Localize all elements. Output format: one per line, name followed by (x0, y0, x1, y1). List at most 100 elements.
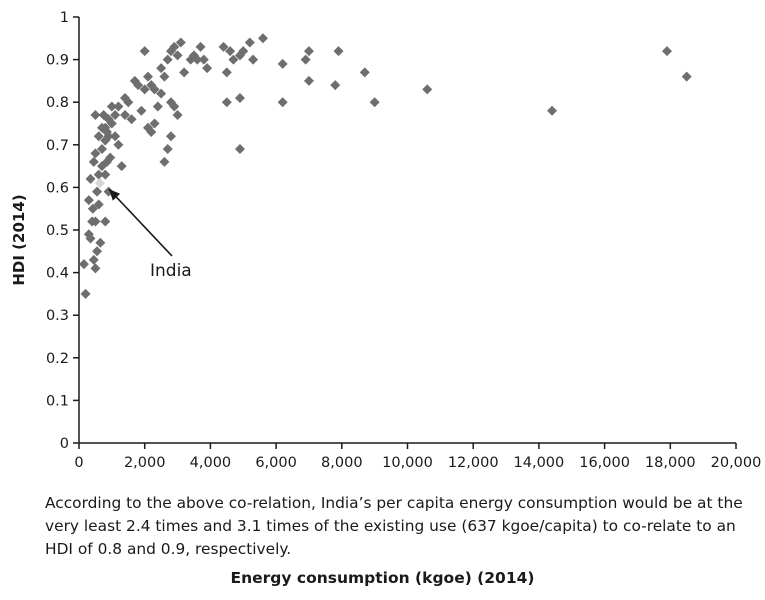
y-tick-label: 0.5 (46, 223, 69, 239)
data-point (93, 199, 104, 210)
data-point (248, 54, 259, 65)
data-point (234, 92, 245, 103)
data-point (87, 203, 98, 214)
data-point (228, 54, 239, 65)
data-point (110, 131, 121, 142)
data-point (119, 92, 130, 103)
data-point (113, 101, 124, 112)
scatter-chart: 0 0.1 0.2 0.3 0.4 0.5 0.6 0.7 0.8 0.9 1 0 2,000 4,00… (10, 10, 762, 471)
india-arrow (108, 188, 173, 257)
data-point (88, 254, 99, 265)
x-tick-label: 4,000 (190, 455, 232, 471)
data-point (277, 58, 288, 69)
data-point (218, 41, 229, 52)
y-tick-label: 1 (60, 10, 69, 26)
y-tick-label: 0.7 (46, 138, 69, 154)
data-point (83, 195, 94, 206)
data-point (88, 156, 99, 167)
data-point (175, 37, 186, 48)
x-tick-label: 18,000 (645, 455, 696, 471)
data-point (369, 97, 380, 108)
data-point (92, 246, 103, 257)
y-tick-label: 0.2 (46, 351, 69, 367)
data-point (113, 139, 124, 150)
data-point (159, 156, 170, 167)
data-point (202, 63, 213, 74)
data-points (78, 33, 692, 299)
x-tick-label: 10,000 (382, 455, 433, 471)
data-point (90, 263, 101, 274)
y-tick-label: 0.4 (46, 266, 69, 282)
data-point (152, 101, 163, 112)
data-point (221, 97, 232, 108)
data-point (96, 144, 107, 155)
data-point (119, 109, 130, 120)
data-point (169, 101, 180, 112)
data-point (303, 75, 314, 86)
data-point (257, 33, 268, 44)
data-point (116, 161, 127, 172)
data-point (142, 71, 153, 82)
india-label: India (150, 261, 192, 281)
data-point (78, 259, 89, 270)
data-point (225, 46, 236, 57)
data-point (681, 71, 692, 82)
x-tick-label: 0 (74, 455, 83, 471)
annotation: India (108, 188, 192, 281)
data-point (90, 148, 101, 159)
data-point (359, 67, 370, 78)
data-point (80, 288, 91, 299)
data-point (422, 84, 433, 95)
data-point (93, 131, 104, 142)
data-point (139, 84, 150, 95)
x-tick-label: 6,000 (255, 455, 297, 471)
data-point (234, 144, 245, 155)
y-axis-label: HDI (2014) (10, 194, 28, 285)
india-arrow-head (108, 189, 121, 201)
x-tick-label: 20,000 (711, 455, 762, 471)
data-point (662, 46, 673, 57)
data-point (162, 54, 173, 65)
y-tick-label: 0.3 (46, 308, 69, 324)
data-point (100, 169, 111, 180)
data-point (149, 118, 160, 129)
data-point (98, 109, 109, 120)
data-point (333, 46, 344, 57)
x-axis: 0 2,000 4,000 6,000 8,000 10,000 12,000 14,000 1… (74, 442, 762, 471)
data-point (85, 233, 96, 244)
data-point (172, 50, 183, 61)
x-tick-label: 2,000 (124, 455, 166, 471)
data-point (547, 105, 558, 116)
x-tick-label: 12,000 (448, 455, 499, 471)
data-point (106, 118, 117, 129)
data-point (90, 216, 101, 227)
data-point (136, 105, 147, 116)
data-point (96, 122, 107, 133)
data-point (126, 114, 137, 125)
data-point (198, 54, 209, 65)
data-point (92, 186, 103, 197)
data-point (93, 169, 104, 180)
data-point (156, 63, 167, 74)
chart-caption: According to the above co-relation, Indi… (45, 494, 743, 558)
data-point (277, 97, 288, 108)
data-point (238, 46, 249, 57)
data-point (149, 84, 160, 95)
y-tick-label: 0.8 (46, 95, 69, 111)
data-point (110, 109, 121, 120)
data-point (169, 41, 180, 52)
data-point (162, 144, 173, 155)
india-point (94, 178, 105, 189)
data-point (85, 173, 96, 184)
x-tick-label: 8,000 (321, 455, 363, 471)
x-tick-label: 16,000 (579, 455, 630, 471)
data-point (330, 80, 341, 91)
y-tick-label: 0.9 (46, 53, 69, 69)
data-point (195, 41, 206, 52)
data-point (106, 101, 117, 112)
data-point (300, 54, 311, 65)
data-point (244, 37, 255, 48)
data-point (221, 67, 232, 78)
data-point (100, 216, 111, 227)
data-point (133, 80, 144, 91)
